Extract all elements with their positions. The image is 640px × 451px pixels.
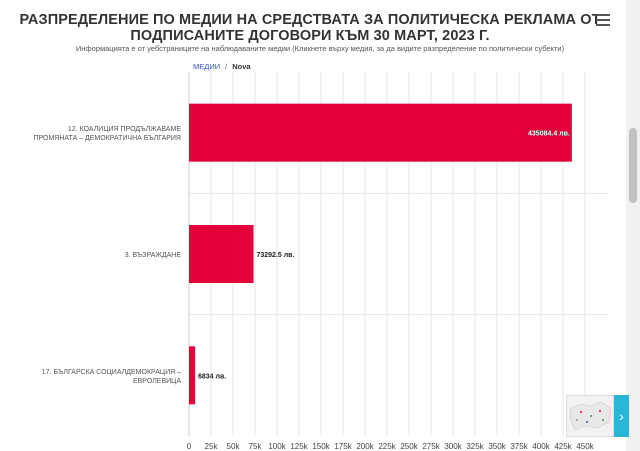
category-label: 3. ВЪЗРАЖДАНЕ (125, 252, 182, 259)
hamburger-menu-icon[interactable] (596, 14, 610, 26)
x-tick-label: 125k (290, 442, 308, 451)
bar (189, 103, 572, 162)
x-tick-label: 25k (205, 442, 219, 451)
breadcrumb-separator: / (225, 62, 228, 71)
x-tick-label: 50k (227, 442, 241, 451)
chart-subtitle: Информацията е от уебстраниците на наблю… (75, 44, 565, 53)
x-tick-label: 350k (488, 442, 506, 451)
x-tick-label: 250k (400, 442, 418, 451)
x-tick-label: 275k (422, 442, 440, 451)
data-label: 73292.5 лв. (256, 252, 294, 259)
x-tick-label: 325k (466, 442, 484, 451)
scrollbar-thumb[interactable] (629, 128, 637, 203)
scrollbar-track[interactable] (626, 0, 640, 451)
bar-chart: 12. КОАЛИЦИЯ ПРОДЪЛЖАВАМЕ ПРОМЯНАТА – ДЕМ… (33, 72, 609, 451)
breadcrumb-current: Nova (232, 62, 251, 71)
breadcrumb: МЕДИИ / Nova (193, 62, 251, 71)
chart-title: РАЗПРЕДЕЛЕНИЕ ПО МЕДИИ НА СРЕДСТВАТА ЗА … (19, 12, 601, 44)
x-tick-label: 450k (576, 442, 594, 451)
x-tick-label: 425k (554, 442, 572, 451)
bar (189, 346, 196, 405)
x-tick-label: 300k (444, 442, 462, 451)
x-tick-label: 175k (334, 442, 352, 451)
category-label: 17. БЪЛГАРСКА СОЦИАЛДЕМОКРАЦИЯ – ЕВРОЛЕВИ… (42, 369, 182, 385)
x-tick-label: 200k (356, 442, 374, 451)
x-tick-label: 75k (249, 442, 263, 451)
data-label: 435084.4 лв. (528, 131, 570, 138)
category-label: 12. КОАЛИЦИЯ ПРОДЪЛЖАВАМЕ ПРОМЯНАТА – ДЕМ… (33, 126, 181, 142)
x-tick-label: 0 (187, 442, 192, 451)
x-tick-label: 150k (312, 442, 330, 451)
x-tick-label: 400k (532, 442, 550, 451)
x-tick-label: 225k (378, 442, 396, 451)
data-label: 6834 лв. (198, 373, 226, 380)
bar (189, 225, 254, 283)
map-thumbnail[interactable] (566, 395, 614, 437)
x-tick-label: 100k (268, 442, 286, 451)
chevron-right-icon[interactable]: › (614, 395, 629, 437)
x-tick-label: 375k (510, 442, 528, 451)
breadcrumb-root-link[interactable]: МЕДИИ (193, 62, 221, 71)
